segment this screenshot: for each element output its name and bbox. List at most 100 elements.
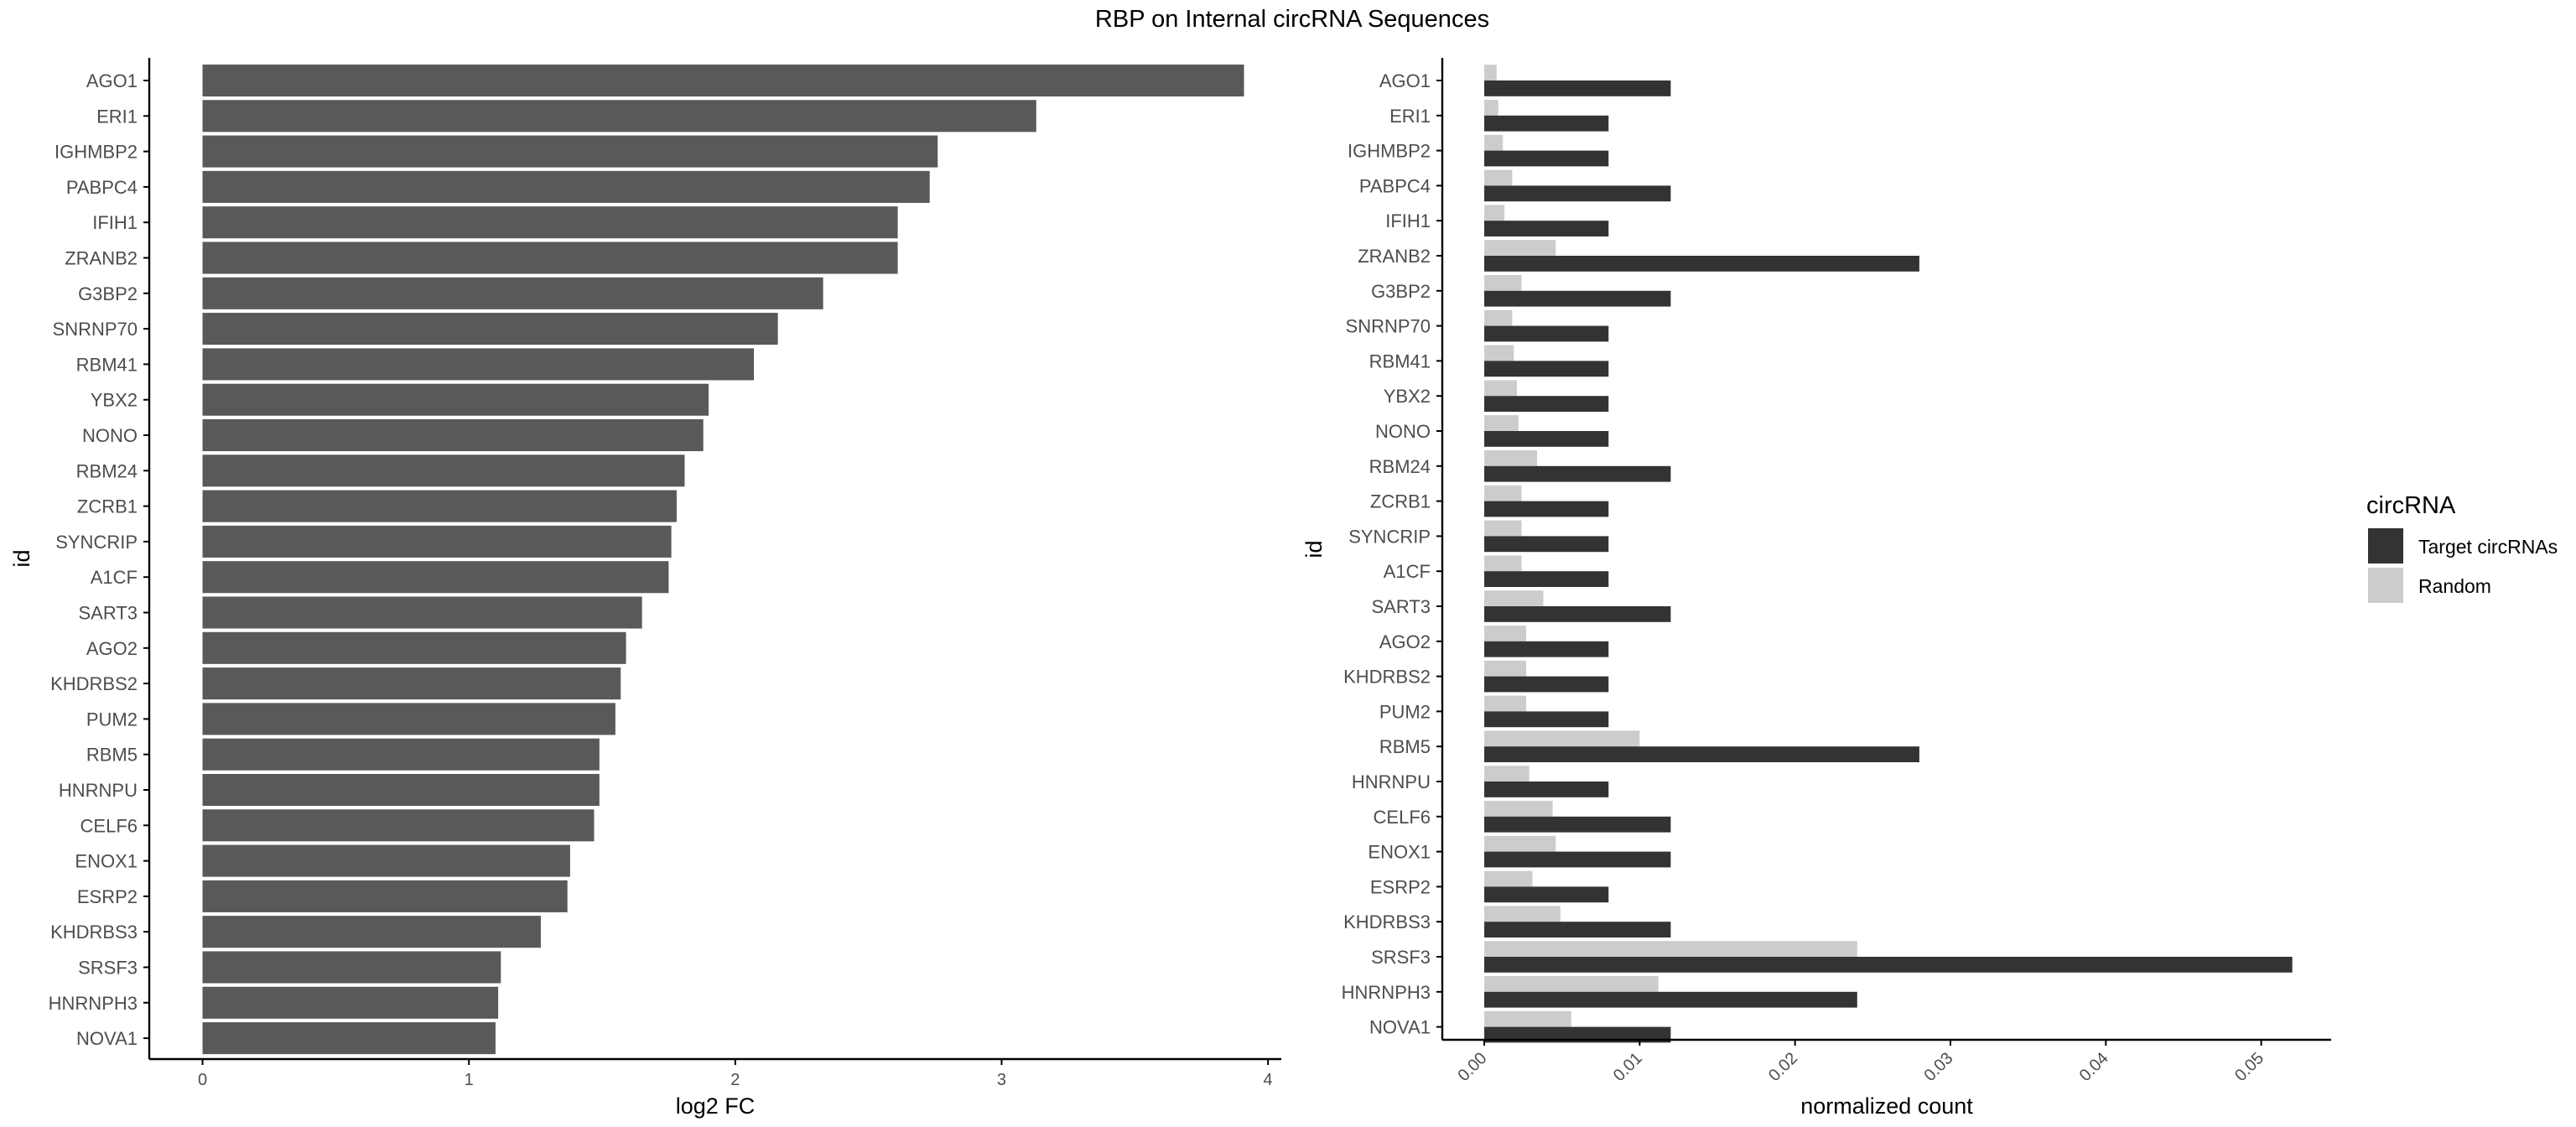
bar-target-khdrbs3 bbox=[1484, 922, 1671, 937]
category-label-ifih1: IFIH1 bbox=[1385, 210, 1431, 231]
category-label-ighmbp2: IGHMBP2 bbox=[55, 142, 138, 163]
bar-syncrip bbox=[202, 525, 672, 558]
bar-random-pum2 bbox=[1484, 695, 1527, 712]
bar-random-khdrbs2 bbox=[1484, 660, 1527, 677]
bar-random-syncrip bbox=[1484, 520, 1522, 537]
left-x-axis-label: log2 FC bbox=[676, 1093, 756, 1119]
bar-snrnp70 bbox=[202, 313, 778, 345]
category-label-nova1: NOVA1 bbox=[1369, 1017, 1431, 1038]
bar-random-ifih1 bbox=[1484, 205, 1505, 221]
bar-zcrb1 bbox=[202, 490, 677, 522]
category-label-snrnp70: SNRNP70 bbox=[1346, 316, 1431, 337]
bar-eri1 bbox=[202, 100, 1036, 132]
bar-random-zranb2 bbox=[1484, 240, 1556, 256]
x-tick-label-3: 3 bbox=[997, 1071, 1006, 1089]
bar-random-pabpc4 bbox=[1484, 169, 1513, 186]
bar-random-nono bbox=[1484, 415, 1519, 431]
category-label-khdrbs3: KHDRBS3 bbox=[50, 922, 138, 943]
bar-random-sart3 bbox=[1484, 590, 1544, 606]
bar-ighmbp2 bbox=[202, 135, 938, 168]
legend: circRNA Target circRNAs Random bbox=[2366, 492, 2558, 603]
category-label-syncrip: SYNCRIP bbox=[1348, 526, 1431, 547]
bar-target-nova1 bbox=[1484, 1026, 1671, 1043]
legend-label-random: Random bbox=[2418, 575, 2491, 597]
category-label-ago1: AGO1 bbox=[86, 70, 138, 91]
bar-target-enox1 bbox=[1484, 851, 1671, 868]
bar-random-ighmbp2 bbox=[1484, 134, 1504, 151]
bar-ybx2 bbox=[202, 383, 709, 416]
category-label-ago2: AGO2 bbox=[1379, 631, 1431, 652]
bar-random-enox1 bbox=[1484, 835, 1556, 852]
category-label-pum2: PUM2 bbox=[1379, 701, 1431, 722]
bar-random-celf6 bbox=[1484, 801, 1553, 817]
category-label-khdrbs2: KHDRBS2 bbox=[1343, 667, 1431, 688]
bar-random-esrp2 bbox=[1484, 870, 1533, 887]
left-category-labels: AGO1 ERI1 IGHMBP2 PABPC4 IFIH1 ZRANB2 G3BP2 SNR… bbox=[49, 70, 149, 1049]
right-category-labels: AGO1 ERI1 IGHMBP2 PABPC4 IFIH1 ZRANB2 G3BP2 SNR… bbox=[1342, 70, 1442, 1038]
bar-target-eri1 bbox=[1484, 115, 1609, 132]
bar-random-hnrnpu bbox=[1484, 766, 1530, 782]
category-label-ybx2: YBX2 bbox=[1384, 386, 1431, 407]
bar-a1cf bbox=[202, 561, 669, 594]
category-label-rbm41: RBM41 bbox=[1369, 351, 1431, 371]
x-tick-label-0.00: 0.00 bbox=[1454, 1049, 1490, 1085]
right-y-axis-label: id bbox=[1301, 540, 1327, 558]
bar-target-ybx2 bbox=[1484, 396, 1609, 412]
bar-target-khdrbs2 bbox=[1484, 676, 1609, 693]
bar-random-ybx2 bbox=[1484, 380, 1517, 397]
bar-target-celf6 bbox=[1484, 816, 1671, 833]
bar-zranb2 bbox=[202, 242, 898, 274]
category-label-rbm24: RBM24 bbox=[76, 460, 138, 481]
bar-target-sart3 bbox=[1484, 606, 1671, 622]
category-label-snrnp70: SNRNP70 bbox=[53, 319, 138, 340]
category-label-zcrb1: ZCRB1 bbox=[77, 496, 138, 517]
bar-random-rbm41 bbox=[1484, 345, 1514, 361]
bar-ago1 bbox=[202, 64, 1244, 97]
x-tick-label-0.02: 0.02 bbox=[1765, 1049, 1801, 1085]
category-label-a1cf: A1CF bbox=[1384, 561, 1431, 582]
category-label-pabpc4: PABPC4 bbox=[1359, 175, 1431, 196]
bar-sart3 bbox=[202, 596, 642, 629]
bar-target-hnrnpu bbox=[1484, 782, 1609, 797]
category-label-srsf3: SRSF3 bbox=[78, 958, 138, 979]
category-label-enox1: ENOX1 bbox=[1368, 842, 1431, 863]
bar-target-rbm24 bbox=[1484, 465, 1671, 482]
category-label-nova1: NOVA1 bbox=[76, 1028, 138, 1049]
category-label-pabpc4: PABPC4 bbox=[66, 177, 138, 198]
bar-random-g3bp2 bbox=[1484, 275, 1522, 291]
bar-target-syncrip bbox=[1484, 536, 1609, 553]
category-label-khdrbs3: KHDRBS3 bbox=[1343, 911, 1431, 932]
bar-random-eri1 bbox=[1484, 100, 1498, 116]
bar-target-ago1 bbox=[1484, 80, 1671, 96]
bar-target-esrp2 bbox=[1484, 886, 1609, 903]
left-x-ticks: 0 1 2 3 4 bbox=[198, 1059, 1273, 1089]
x-tick-label-2: 2 bbox=[730, 1071, 740, 1089]
bar-nova1 bbox=[202, 1022, 496, 1055]
bar-target-hnrnph3 bbox=[1484, 991, 1857, 1008]
bar-ago2 bbox=[202, 631, 626, 664]
legend-label-target: Target circRNAs bbox=[2418, 536, 2558, 558]
category-label-ighmbp2: IGHMBP2 bbox=[1348, 141, 1431, 162]
category-label-syncrip: SYNCRIP bbox=[55, 532, 138, 553]
bar-random-snrnp70 bbox=[1484, 309, 1513, 326]
category-label-zcrb1: ZCRB1 bbox=[1370, 491, 1431, 512]
bar-rbm5 bbox=[202, 738, 600, 771]
category-label-ago2: AGO2 bbox=[86, 638, 138, 659]
right-bars bbox=[1484, 65, 2293, 1043]
category-label-hnrnpu: HNRNPU bbox=[1352, 771, 1431, 792]
x-tick-label-0.04: 0.04 bbox=[2076, 1049, 2112, 1085]
category-label-ifih1: IFIH1 bbox=[92, 212, 138, 233]
category-label-esrp2: ESRP2 bbox=[1370, 876, 1431, 897]
x-tick-label-0: 0 bbox=[198, 1071, 207, 1089]
category-label-zranb2: ZRANB2 bbox=[65, 248, 138, 269]
category-label-nono: NONO bbox=[82, 425, 138, 446]
category-label-eri1: ERI1 bbox=[1389, 106, 1431, 127]
bar-rbm24 bbox=[202, 454, 685, 487]
bar-target-zcrb1 bbox=[1484, 501, 1609, 517]
bar-target-g3bp2 bbox=[1484, 290, 1671, 307]
category-label-khdrbs2: KHDRBS2 bbox=[50, 673, 138, 694]
category-label-ago1: AGO1 bbox=[1379, 70, 1431, 91]
category-label-ybx2: YBX2 bbox=[91, 390, 138, 411]
category-label-sart3: SART3 bbox=[78, 603, 138, 624]
category-label-celf6: CELF6 bbox=[80, 815, 138, 836]
